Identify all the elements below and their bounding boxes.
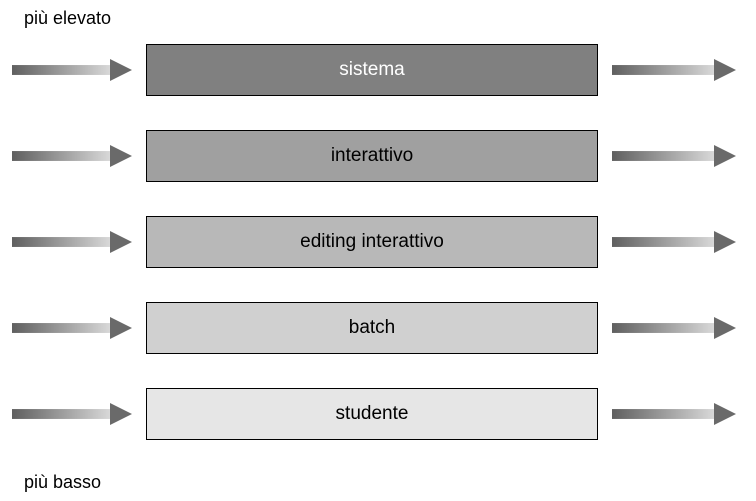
arrow-right-icon — [12, 231, 132, 253]
priority-box-label: batch — [349, 317, 395, 339]
arrow-right-icon — [12, 145, 132, 167]
arrow-right-icon — [612, 145, 736, 167]
arrow-right-icon — [612, 403, 736, 425]
priority-rows: sistema interattivo — [0, 44, 756, 474]
arrow-right-icon — [12, 403, 132, 425]
priority-box: editing interattivo — [146, 216, 598, 268]
arrow-right-icon — [612, 59, 736, 81]
priority-row: sistema — [0, 44, 756, 96]
priority-row: editing interattivo — [0, 216, 756, 268]
priority-box-label: interattivo — [331, 145, 413, 167]
priority-row: batch — [0, 302, 756, 354]
arrow-right-icon — [12, 59, 132, 81]
bottom-priority-label: più basso — [24, 472, 101, 493]
priority-box: studente — [146, 388, 598, 440]
priority-box-label: studente — [336, 403, 409, 425]
priority-box: batch — [146, 302, 598, 354]
top-priority-label: più elevato — [24, 8, 111, 29]
priority-box-label: sistema — [339, 59, 404, 81]
arrow-right-icon — [612, 317, 736, 339]
priority-box-label: editing interattivo — [300, 231, 444, 253]
priority-box: interattivo — [146, 130, 598, 182]
arrow-right-icon — [12, 317, 132, 339]
priority-box: sistema — [146, 44, 598, 96]
priority-row: interattivo — [0, 130, 756, 182]
arrow-right-icon — [612, 231, 736, 253]
priority-row: studente — [0, 388, 756, 440]
